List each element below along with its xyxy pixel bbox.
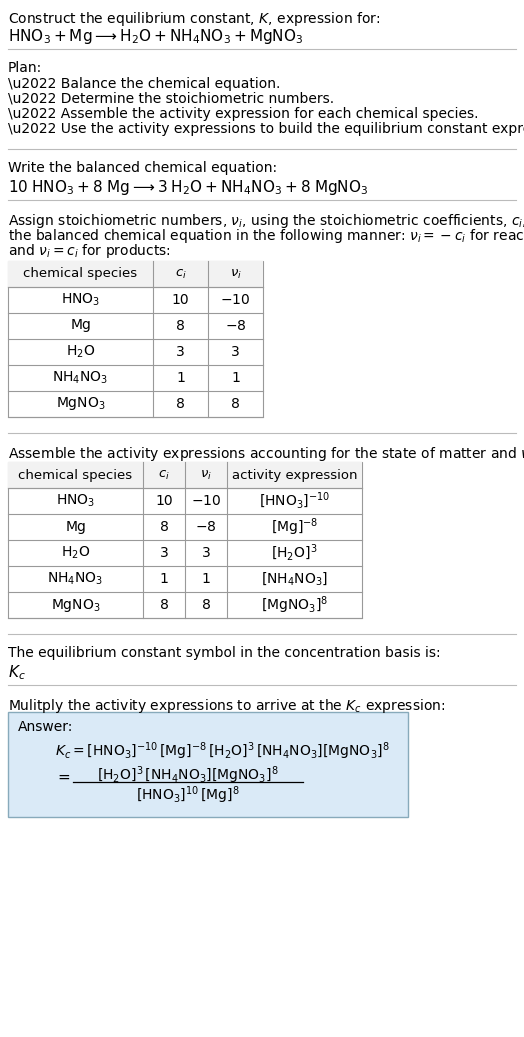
Text: Write the balanced chemical equation:: Write the balanced chemical equation: <box>8 161 277 175</box>
Bar <box>8 261 263 287</box>
Text: $[\mathrm{H_2O}]^{3}$: $[\mathrm{H_2O}]^{3}$ <box>271 542 318 563</box>
Text: Construct the equilibrium constant, $K$, expression for:: Construct the equilibrium constant, $K$,… <box>8 10 380 28</box>
Text: $\mathrm{NH_4NO_3}$: $\mathrm{NH_4NO_3}$ <box>52 370 108 386</box>
Text: 1: 1 <box>160 572 168 586</box>
Text: 8: 8 <box>202 598 211 612</box>
Text: 8: 8 <box>160 520 168 534</box>
Text: $\mathrm{NH_4NO_3}$: $\mathrm{NH_4NO_3}$ <box>47 570 104 587</box>
Text: $K_c$: $K_c$ <box>8 663 26 681</box>
Text: $\mathrm{H_2O}$: $\mathrm{H_2O}$ <box>61 544 90 561</box>
Bar <box>8 261 263 417</box>
Bar <box>8 463 362 488</box>
Text: $[\mathrm{HNO_3}]^{10}\,[\mathrm{Mg}]^{8}$: $[\mathrm{HNO_3}]^{10}\,[\mathrm{Mg}]^{8… <box>136 784 240 806</box>
Text: 1: 1 <box>202 572 211 586</box>
Text: Plan:: Plan: <box>8 61 42 75</box>
Text: and $\nu_i = c_i$ for products:: and $\nu_i = c_i$ for products: <box>8 242 171 260</box>
Text: $\mathrm{H_2O}$: $\mathrm{H_2O}$ <box>66 344 95 360</box>
Text: \u2022 Balance the chemical equation.: \u2022 Balance the chemical equation. <box>8 77 280 91</box>
Text: 1: 1 <box>231 371 240 385</box>
Text: 8: 8 <box>176 397 185 411</box>
Bar <box>8 712 408 817</box>
Text: $\mathrm{10\;HNO_3 + 8\;Mg \longrightarrow 3\;H_2O + NH_4NO_3 + 8\;MgNO_3}$: $\mathrm{10\;HNO_3 + 8\;Mg \longrightarr… <box>8 178 368 197</box>
Text: Assemble the activity expressions accounting for the state of matter and $\nu_i$: Assemble the activity expressions accoun… <box>8 445 524 463</box>
Text: 10: 10 <box>172 293 189 307</box>
Text: 8: 8 <box>231 397 240 411</box>
Text: $\mathrm{Mg}$: $\mathrm{Mg}$ <box>65 518 86 535</box>
Text: $K_c = [\mathrm{HNO_3}]^{-10}\,[\mathrm{Mg}]^{-8}\,[\mathrm{H_2O}]^{3}\,[\mathrm: $K_c = [\mathrm{HNO_3}]^{-10}\,[\mathrm{… <box>55 740 390 761</box>
Text: 3: 3 <box>176 345 185 359</box>
Text: activity expression: activity expression <box>232 469 357 481</box>
Text: Answer:: Answer: <box>18 720 73 734</box>
Text: Assign stoichiometric numbers, $\nu_i$, using the stoichiometric coefficients, $: Assign stoichiometric numbers, $\nu_i$, … <box>8 212 524 230</box>
Text: $\mathrm{HNO_3}$: $\mathrm{HNO_3}$ <box>56 493 95 509</box>
Text: chemical species: chemical species <box>18 469 133 481</box>
Text: \u2022 Use the activity expressions to build the equilibrium constant expression: \u2022 Use the activity expressions to b… <box>8 122 524 136</box>
Text: $[\mathrm{Mg}]^{-8}$: $[\mathrm{Mg}]^{-8}$ <box>271 516 318 538</box>
Text: 3: 3 <box>202 546 210 560</box>
Text: $\mathrm{Mg}$: $\mathrm{Mg}$ <box>70 317 91 335</box>
Text: 10: 10 <box>155 494 173 508</box>
Text: $-8$: $-8$ <box>195 520 217 534</box>
Text: Mulitply the activity expressions to arrive at the $K_c$ expression:: Mulitply the activity expressions to arr… <box>8 697 445 714</box>
Text: 3: 3 <box>160 546 168 560</box>
Text: $[\mathrm{HNO_3}]^{-10}$: $[\mathrm{HNO_3}]^{-10}$ <box>259 491 330 511</box>
Text: $c_i$: $c_i$ <box>158 469 170 481</box>
Text: 8: 8 <box>160 598 168 612</box>
Text: 1: 1 <box>176 371 185 385</box>
Text: $=$: $=$ <box>55 768 71 784</box>
Text: $\nu_i$: $\nu_i$ <box>230 268 242 281</box>
Text: $\mathrm{HNO_3}$: $\mathrm{HNO_3}$ <box>61 291 100 308</box>
Text: $-10$: $-10$ <box>221 293 250 307</box>
Text: \u2022 Determine the stoichiometric numbers.: \u2022 Determine the stoichiometric numb… <box>8 92 334 106</box>
Text: $-8$: $-8$ <box>225 319 246 333</box>
Text: The equilibrium constant symbol in the concentration basis is:: The equilibrium constant symbol in the c… <box>8 646 441 660</box>
Text: the balanced chemical equation in the following manner: $\nu_i = -c_i$ for react: the balanced chemical equation in the fo… <box>8 227 524 245</box>
Bar <box>8 463 362 618</box>
Text: chemical species: chemical species <box>24 268 138 280</box>
Text: $\mathrm{MgNO_3}$: $\mathrm{MgNO_3}$ <box>56 395 105 413</box>
Text: 8: 8 <box>176 319 185 333</box>
Text: $\nu_i$: $\nu_i$ <box>200 469 212 481</box>
Text: 3: 3 <box>231 345 240 359</box>
Text: $-10$: $-10$ <box>191 494 221 508</box>
Text: $[\mathrm{NH_4NO_3}]$: $[\mathrm{NH_4NO_3}]$ <box>261 570 328 587</box>
Text: \u2022 Assemble the activity expression for each chemical species.: \u2022 Assemble the activity expression … <box>8 107 478 121</box>
Text: $\mathrm{MgNO_3}$: $\mathrm{MgNO_3}$ <box>51 596 100 614</box>
Text: $c_i$: $c_i$ <box>174 268 187 281</box>
Text: $[\mathrm{H_2O}]^{3}\,[\mathrm{NH_4NO_3}][\mathrm{MgNO_3}]^{8}$: $[\mathrm{H_2O}]^{3}\,[\mathrm{NH_4NO_3}… <box>97 764 279 786</box>
Text: $\mathrm{HNO_3 + Mg \longrightarrow H_2O + NH_4NO_3 + MgNO_3}$: $\mathrm{HNO_3 + Mg \longrightarrow H_2O… <box>8 27 303 46</box>
Text: $[\mathrm{MgNO_3}]^{8}$: $[\mathrm{MgNO_3}]^{8}$ <box>261 594 328 616</box>
